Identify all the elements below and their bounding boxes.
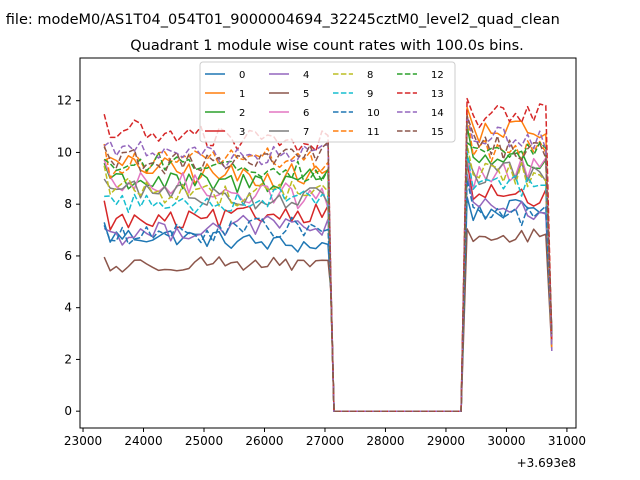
legend-label-10: 10 [367,108,380,119]
x-tick-label: 30000 [487,434,525,448]
series-line-11 [103,113,553,412]
x-tick-label: 24000 [124,434,162,448]
x-tick-label: 27000 [306,434,344,448]
chart-title: Quadrant 1 module wise count rates with … [130,38,524,54]
legend-label-13: 13 [431,89,444,100]
legend-label-9: 9 [367,89,373,100]
figure-title: n file: modeM0/AS1T04_054T01_9000004694_… [0,12,560,28]
legend-label-1: 1 [239,89,245,100]
y-tick-label: 6 [64,249,72,263]
legend-label-2: 2 [239,108,245,119]
x-tick-label: 25000 [185,434,223,448]
legend-label-3: 3 [239,127,245,138]
legend-label-8: 8 [367,70,373,81]
legend-label-6: 6 [303,108,309,119]
y-tick-label: 0 [64,404,72,418]
x-offset-label: +3.693e8 [517,456,576,470]
series-lines [103,97,553,412]
x-tick-label: 29000 [427,434,465,448]
y-tick-label: 4 [64,301,72,315]
axis-ticks: 23000 24000 25000 26000 27000 28000 29000 30000… [57,94,586,448]
legend-label-7: 7 [303,127,309,138]
y-tick-label: 8 [64,197,72,211]
x-tick-label: 23000 [64,434,102,448]
series-line-8 [103,144,553,412]
legend-label-15: 15 [431,127,444,138]
series-line-9 [104,151,553,412]
legend-label-5: 5 [303,89,309,100]
y-tick-label: 2 [64,352,72,366]
series-line-15 [103,115,553,412]
legend-label-12: 12 [431,70,444,81]
x-tick-label: 28000 [366,434,404,448]
legend-label-11: 11 [367,127,380,138]
legend-label-4: 4 [303,70,309,81]
x-tick-label: 26000 [245,434,283,448]
legend-box [199,61,456,143]
y-tick-label: 12 [57,94,72,108]
series-line-10 [103,179,553,412]
legend-label-0: 0 [239,70,245,81]
legend-label-14: 14 [431,108,444,119]
y-tick-label: 10 [57,145,72,159]
x-tick-label: 31000 [548,434,586,448]
plot-frame [79,57,577,429]
